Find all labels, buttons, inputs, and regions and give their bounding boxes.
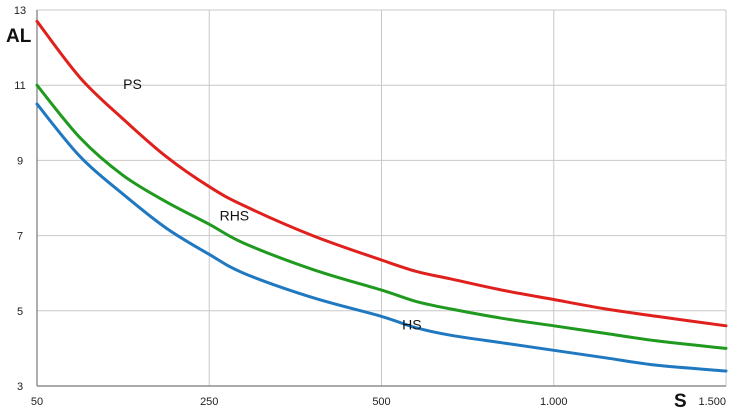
series-label-rhs: RHS [220, 208, 250, 224]
series-line-ps [35, 19, 728, 328]
series-line-hs [35, 102, 728, 373]
x-axis-title: S [674, 391, 687, 411]
grid [36, 9, 727, 387]
series-label-hs: HS [402, 317, 421, 333]
y-tick-label: 11 [14, 80, 25, 92]
y-tick-label: 7 [17, 231, 23, 243]
y-tick-label: 9 [17, 155, 23, 167]
y-tick-label: 5 [17, 306, 23, 318]
y-tick-label: 13 [14, 5, 26, 17]
y-tick-labels: 3 5 7 9 11 13 [14, 5, 26, 393]
x-tick-label: 1.000 [540, 396, 568, 408]
series-labels: PS RHS HS [123, 76, 421, 333]
series-lines [35, 19, 728, 373]
y-tick-label: 3 [17, 381, 23, 393]
x-tick-label: 250 [200, 396, 218, 408]
x-tick-labels: 50 250 500 1.000 1.500 [31, 396, 726, 408]
x-tick-label: 500 [372, 396, 390, 408]
y-axis-title: AL [6, 26, 32, 47]
series-line-rhs [35, 83, 728, 350]
x-tick-label: 1.500 [698, 396, 726, 408]
series-label-ps: PS [123, 76, 142, 92]
x-tick-label: 50 [31, 396, 43, 408]
